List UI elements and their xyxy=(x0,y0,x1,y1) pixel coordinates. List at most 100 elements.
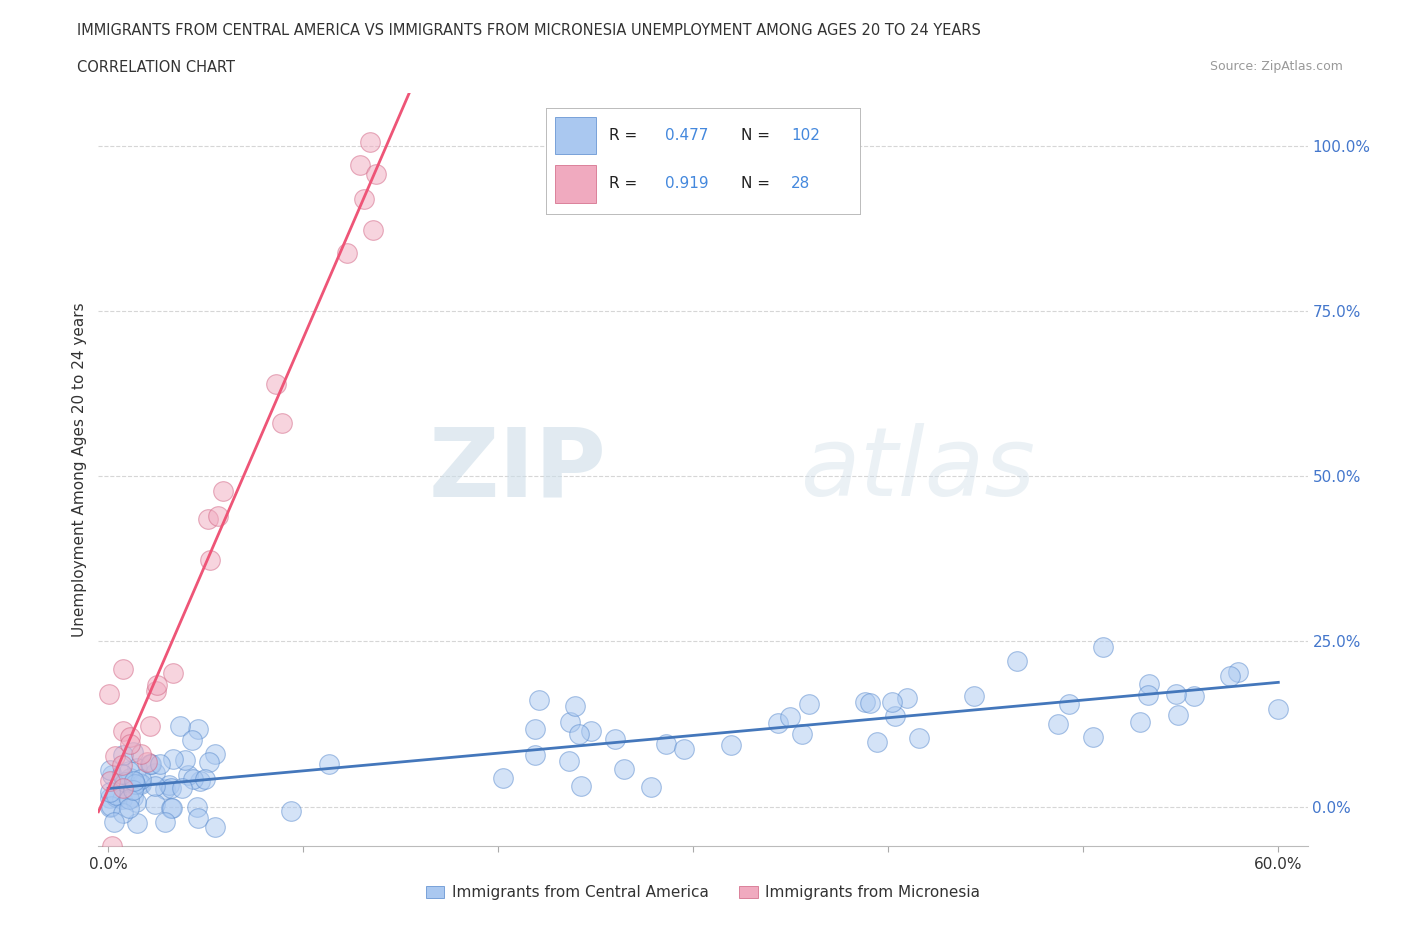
Point xyxy=(1083,730,1105,745)
Point xyxy=(1092,640,1115,655)
Point xyxy=(112,661,135,676)
Point xyxy=(120,737,142,751)
Point xyxy=(129,746,152,761)
Point xyxy=(111,757,134,772)
Point xyxy=(1129,714,1152,729)
Point xyxy=(143,766,166,781)
Point xyxy=(613,762,636,777)
Point xyxy=(104,749,127,764)
Point xyxy=(122,790,145,804)
Point xyxy=(100,767,122,782)
Point xyxy=(148,756,170,771)
Point xyxy=(896,691,918,706)
Point xyxy=(558,753,581,768)
Text: Source: ZipAtlas.com: Source: ZipAtlas.com xyxy=(1209,60,1343,73)
Point xyxy=(111,766,134,781)
Point xyxy=(853,695,876,710)
Point xyxy=(1227,664,1250,679)
Text: atlas: atlas xyxy=(800,423,1035,516)
Point xyxy=(799,697,821,711)
Point xyxy=(111,748,134,763)
Point xyxy=(349,158,371,173)
Point xyxy=(98,800,121,815)
Point xyxy=(270,416,292,431)
Point xyxy=(98,686,121,701)
Point xyxy=(138,718,160,733)
Point xyxy=(603,732,626,747)
Point xyxy=(98,785,121,800)
Point xyxy=(131,772,153,787)
Point xyxy=(1005,654,1028,669)
Point xyxy=(188,774,211,789)
Point xyxy=(1047,716,1070,731)
Point xyxy=(790,726,813,741)
Point xyxy=(962,688,984,703)
Point xyxy=(318,756,340,771)
Point xyxy=(111,780,134,795)
Point xyxy=(124,777,146,791)
Point xyxy=(280,804,302,818)
Point xyxy=(111,805,134,820)
Point xyxy=(101,838,124,853)
Point xyxy=(569,778,592,793)
Point xyxy=(159,780,181,795)
Point xyxy=(859,696,882,711)
Point xyxy=(524,748,547,763)
Point xyxy=(118,801,141,816)
Point xyxy=(359,135,381,150)
Point xyxy=(98,763,121,777)
Point xyxy=(139,757,162,772)
Point xyxy=(118,770,141,785)
Point xyxy=(128,776,150,790)
Point xyxy=(122,774,145,789)
Point xyxy=(186,800,208,815)
Point xyxy=(1182,688,1205,703)
Point xyxy=(560,714,582,729)
Point xyxy=(766,716,789,731)
Point xyxy=(118,791,141,806)
Point xyxy=(124,795,146,810)
Point xyxy=(187,811,209,826)
Point xyxy=(162,666,184,681)
Point xyxy=(118,729,141,744)
Point xyxy=(111,724,134,738)
Point xyxy=(105,790,128,804)
Y-axis label: Unemployment Among Ages 20 to 24 years: Unemployment Among Ages 20 to 24 years xyxy=(72,302,87,637)
Point xyxy=(114,775,136,790)
Legend: Immigrants from Central America, Immigrants from Micronesia: Immigrants from Central America, Immigra… xyxy=(420,879,986,907)
Point xyxy=(264,377,287,392)
Point xyxy=(129,777,152,791)
Point xyxy=(160,800,183,815)
Text: CORRELATION CHART: CORRELATION CHART xyxy=(77,60,235,75)
Point xyxy=(170,781,193,796)
Point xyxy=(118,764,141,778)
Point xyxy=(98,790,121,805)
Point xyxy=(336,246,359,260)
Text: ZIP: ZIP xyxy=(429,423,606,516)
Point xyxy=(105,788,128,803)
Point xyxy=(198,552,221,567)
Point xyxy=(180,733,202,748)
Point xyxy=(143,778,166,793)
Point xyxy=(141,757,163,772)
Point xyxy=(122,745,145,760)
Point xyxy=(127,761,149,776)
Point xyxy=(579,724,602,738)
Point xyxy=(145,684,167,698)
Point xyxy=(125,816,148,830)
Point xyxy=(882,695,904,710)
Point xyxy=(779,710,801,724)
Point xyxy=(720,737,742,752)
Point xyxy=(564,698,586,713)
Point xyxy=(153,814,176,829)
Point xyxy=(529,693,551,708)
Point xyxy=(100,799,122,814)
Point xyxy=(169,718,191,733)
Point xyxy=(207,509,229,524)
Point xyxy=(523,722,546,737)
Point xyxy=(672,741,695,756)
Point xyxy=(866,734,889,749)
Point xyxy=(491,771,513,786)
Point xyxy=(883,709,905,724)
Point xyxy=(187,722,209,737)
